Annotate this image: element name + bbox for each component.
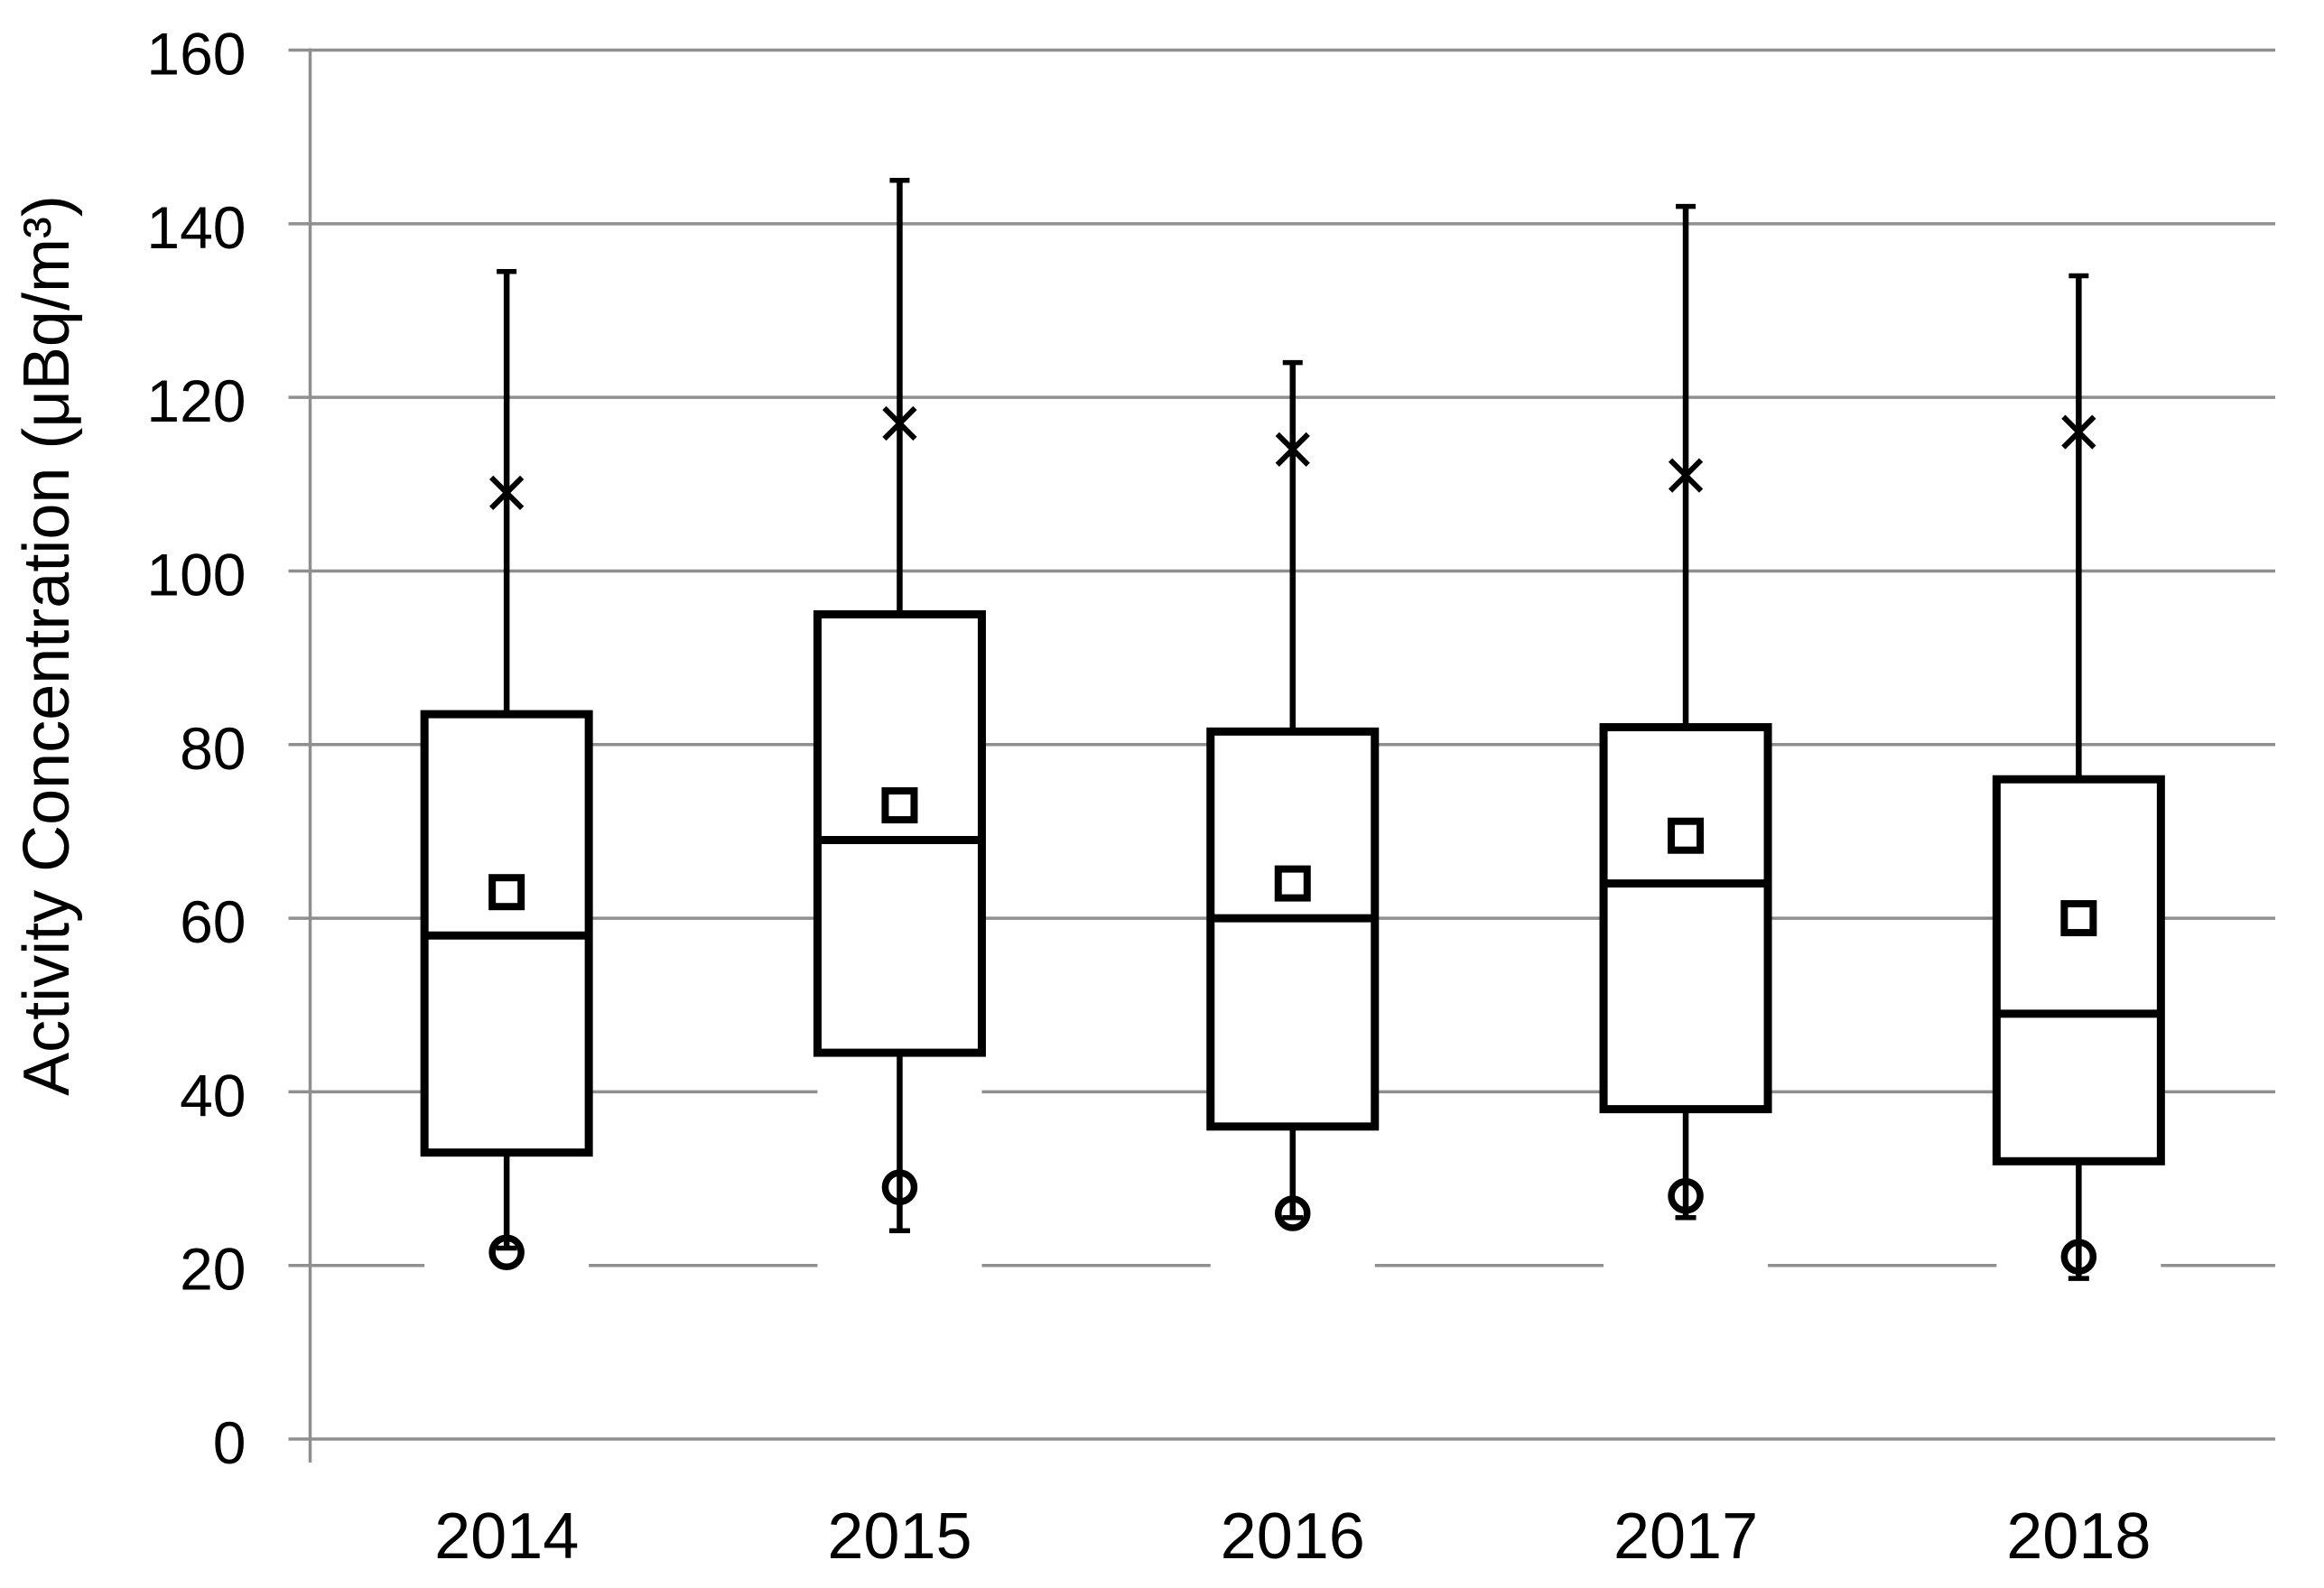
- mean-marker-2014: [488, 874, 525, 911]
- x-marker-stroke2-2015: [882, 405, 917, 441]
- mean-marker-2015: [881, 787, 918, 824]
- y-tick-label-120: 120: [146, 367, 246, 434]
- y-tick-label-60: 60: [180, 888, 246, 955]
- x-marker-stroke2-2017: [1668, 458, 1704, 493]
- low-circle-marker-2017: [1668, 1178, 1704, 1214]
- box-2016: [1206, 727, 1380, 1131]
- low-circle-marker-2015: [881, 1169, 918, 1205]
- x-marker-stroke2-2018: [2061, 414, 2096, 450]
- x-category-label-2018: 2018: [2006, 1500, 2151, 1573]
- x-marker-stroke2-2016: [1275, 432, 1310, 467]
- y-tick-label-80: 80: [180, 715, 246, 782]
- mean-marker-2018: [2060, 900, 2097, 937]
- y-axis-title: Activity Concentration (μBq/m³): [11, 195, 83, 1096]
- box-2015: [813, 610, 986, 1057]
- mean-marker-2016: [1274, 865, 1311, 902]
- y-tick-label-0: 0: [213, 1409, 246, 1476]
- box-2018: [1992, 775, 2165, 1165]
- x-category-label-2014: 2014: [434, 1500, 579, 1573]
- x-marker-stroke2-2014: [489, 475, 525, 511]
- y-tick-label-140: 140: [146, 194, 246, 261]
- box-2017: [1599, 723, 1772, 1114]
- low-circle-marker-2016: [1275, 1195, 1311, 1231]
- low-circle-marker-2014: [488, 1234, 525, 1271]
- x-category-label-2015: 2015: [827, 1500, 971, 1573]
- mean-marker-2017: [1668, 817, 1705, 854]
- y-tick-label-40: 40: [180, 1062, 246, 1128]
- y-tick-label-160: 160: [146, 21, 246, 88]
- y-tick-label-20: 20: [180, 1236, 246, 1303]
- x-category-label-2016: 2016: [1221, 1500, 1365, 1573]
- low-circle-marker-2018: [2060, 1239, 2097, 1275]
- y-tick-label-100: 100: [146, 541, 246, 608]
- x-category-label-2017: 2017: [1613, 1500, 1758, 1573]
